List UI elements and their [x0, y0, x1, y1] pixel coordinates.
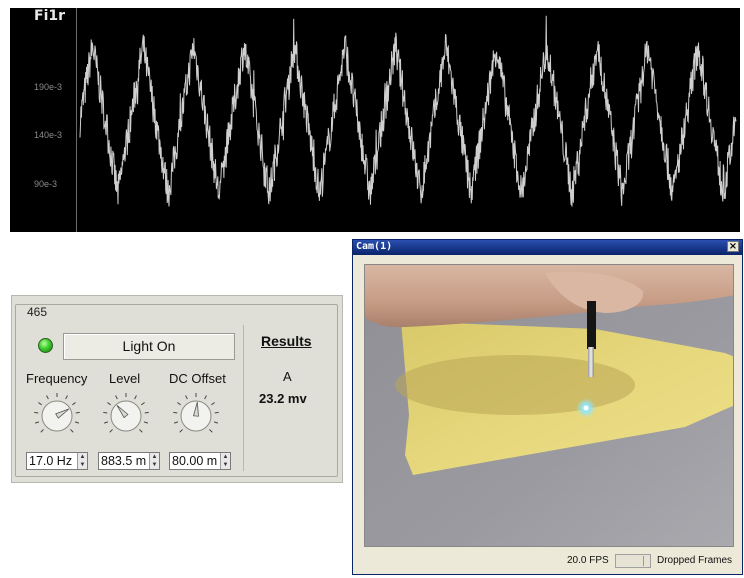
knob-tick — [177, 402, 181, 406]
knob-tick — [173, 411, 178, 414]
dc-offset-label: DC Offset — [169, 371, 226, 386]
results-divider — [243, 325, 244, 471]
dropped-frames-label: Dropped Frames — [657, 555, 733, 566]
knob-pointer-icon — [116, 405, 129, 419]
knob-tick — [144, 411, 149, 414]
knob-tick — [209, 429, 213, 433]
knob-tick — [65, 395, 68, 400]
knob-tick — [70, 429, 74, 433]
knob-tick — [34, 411, 39, 414]
fps-readout: 20.0 FPS — [567, 555, 609, 566]
knob-tick — [107, 402, 111, 406]
knob-tick — [38, 402, 42, 406]
stepper-arrows-icon[interactable]: ▲ ▼ — [220, 453, 230, 469]
y-tick-label: 90e-3 — [34, 179, 58, 189]
channel-group-label: 465 — [25, 305, 50, 319]
frequency-knob[interactable] — [32, 391, 82, 441]
level-knob[interactable] — [101, 391, 151, 441]
camera-window: Cam(1) × — [352, 239, 743, 575]
knob-tick — [103, 411, 108, 414]
knob-tick — [75, 411, 80, 414]
level-stepper[interactable]: 883.5 m ▲ ▼ — [98, 452, 160, 470]
channel-group: 465 Light On Frequency Level DC Offset 1… — [15, 304, 338, 477]
knob-tick — [74, 421, 80, 424]
signal-plot: Fi1r 190e-3 140e-3 90e-3 — [10, 8, 740, 232]
signal-trace-area — [79, 15, 737, 207]
knob-tick — [214, 411, 219, 414]
status-led-icon — [38, 338, 53, 353]
frequency-label: Frequency — [26, 371, 88, 386]
level-label: Level — [109, 371, 141, 386]
dc-offset-value: 80.00 m — [172, 454, 218, 468]
dropped-frames-indicator — [615, 554, 651, 568]
camera-status-bar: 20.0 FPS Dropped Frames — [353, 551, 742, 573]
light-on-button[interactable]: Light On — [63, 333, 235, 360]
knob-tick — [185, 395, 188, 400]
camera-title: Cam(1) — [356, 241, 393, 252]
results-title: Results — [261, 333, 312, 349]
knob-pointer-icon — [192, 401, 199, 417]
frequency-value: 17.0 Hz — [29, 454, 73, 468]
knob-tick — [103, 421, 109, 424]
frequency-stepper[interactable]: 17.0 Hz ▲ ▼ — [26, 452, 88, 470]
y-tick-label: 140e-3 — [34, 130, 63, 140]
knob-tick — [40, 429, 44, 433]
camera-feed-image — [364, 264, 734, 547]
knob-tick — [134, 395, 137, 400]
close-icon[interactable]: × — [727, 241, 739, 252]
stepper-arrows-icon[interactable]: ▲ ▼ — [77, 453, 87, 469]
knob-tick — [34, 421, 40, 424]
knob-tick — [179, 429, 183, 433]
plot-title: Fi1r — [34, 8, 66, 24]
knob-pointer-icon — [55, 408, 70, 419]
knob-tick — [211, 402, 215, 406]
dc-offset-knob[interactable] — [171, 391, 221, 441]
knob-tick — [141, 402, 145, 406]
level-value: 883.5 m — [101, 454, 147, 468]
dc-offset-stepper[interactable]: 80.00 m ▲ ▼ — [169, 452, 231, 470]
knob-tick — [115, 395, 118, 400]
knob-tick — [213, 421, 219, 424]
knob-tick — [46, 395, 49, 400]
stepper-arrows-icon[interactable]: ▲ ▼ — [149, 453, 159, 469]
knob-tick — [204, 395, 207, 400]
result-value: 23.2 mv — [259, 391, 307, 406]
result-channel-name: A — [283, 369, 292, 384]
knob-tick — [72, 402, 76, 406]
plot-y-axis — [76, 8, 77, 232]
knob-tick — [173, 421, 179, 424]
controller-panel: 465 Light On Frequency Level DC Offset 1… — [11, 295, 343, 483]
knob-tick — [139, 429, 143, 433]
knob-tick — [143, 421, 149, 424]
y-tick-label: 190e-3 — [34, 82, 63, 92]
knob-tick — [109, 429, 113, 433]
camera-titlebar[interactable]: Cam(1) × — [353, 240, 742, 255]
signal-series-line — [79, 15, 737, 207]
